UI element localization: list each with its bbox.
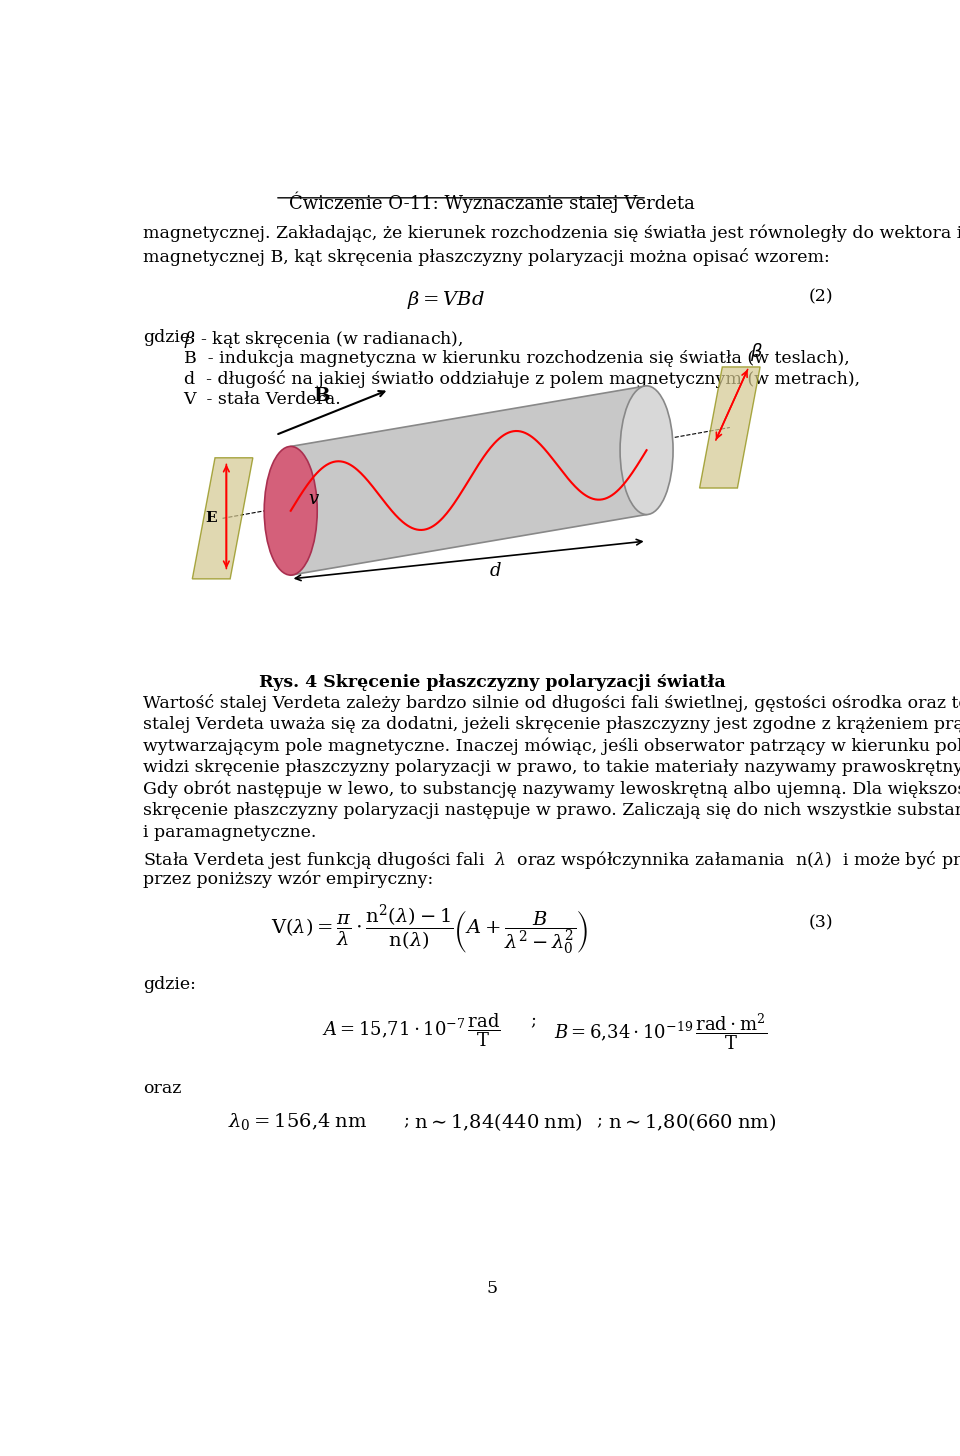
Text: stalej Verdeta uważa się za dodatni, jeżeli skręcenie płaszczyzny jest zgodne z : stalej Verdeta uważa się za dodatni, jeż…	[143, 716, 960, 732]
Text: przez poniższy wzór empiryczny:: przez poniższy wzór empiryczny:	[143, 871, 434, 888]
Text: ;: ;	[531, 1010, 537, 1028]
Text: $A = 15{,}71 \cdot 10^{-7} \, \dfrac{\mathrm{rad}}{\mathrm{T}}$: $A = 15{,}71 \cdot 10^{-7} \, \dfrac{\ma…	[322, 1010, 500, 1048]
Text: Ćwiczenie O-11: Wyznaczanie stalej Verdeta: Ćwiczenie O-11: Wyznaczanie stalej Verde…	[289, 192, 695, 213]
Text: E: E	[205, 511, 217, 526]
Text: B: B	[313, 387, 329, 405]
Text: magnetycznej B, kąt skręcenia płaszczyzny polaryzacji można opisać wzorem:: magnetycznej B, kąt skręcenia płaszczyzn…	[143, 248, 830, 266]
Text: (3): (3)	[808, 914, 833, 932]
Polygon shape	[700, 367, 760, 488]
Text: $\mathrm{n} \sim 1{,}84 \left( 440 \; \mathrm{nm} \right)$: $\mathrm{n} \sim 1{,}84 \left( 440 \; \m…	[415, 1111, 584, 1133]
Text: $\mathrm{V}(\lambda) = \dfrac{\pi}{\lambda} \cdot \dfrac{\mathrm{n}^2(\lambda)-1: $\mathrm{V}(\lambda) = \dfrac{\pi}{\lamb…	[272, 903, 588, 958]
Text: Rys. 4 Skręcenie płaszczyzny polaryzacji światła: Rys. 4 Skręcenie płaszczyzny polaryzacji…	[258, 674, 726, 690]
Text: skręcenie płaszczyzny polaryzacji następuje w prawo. Zaliczają się do nich wszys: skręcenie płaszczyzny polaryzacji następ…	[143, 802, 960, 820]
Text: B  - indukcja magnetyczna w kierunku rozchodzenia się światła (w teslach),: B - indukcja magnetyczna w kierunku rozc…	[183, 349, 850, 367]
Text: ;: ;	[403, 1111, 409, 1128]
Text: ;: ;	[596, 1111, 603, 1128]
Text: wytwarzającym pole magnetyczne. Inaczej mówiąc, jeśli obserwator patrzący w kier: wytwarzającym pole magnetyczne. Inaczej …	[143, 738, 960, 756]
Ellipse shape	[264, 447, 317, 575]
Text: widzi skręcenie płaszczyzny polaryzacji w prawo, to takie materiały nazywamy pra: widzi skręcenie płaszczyzny polaryzacji …	[143, 759, 960, 776]
Text: Gdy obrót następuje w lewo, to substancję nazywamy lewoskrętną albo ujemną. Dla : Gdy obrót następuje w lewo, to substancj…	[143, 780, 960, 798]
Text: d: d	[490, 562, 501, 581]
Text: V  - stała Verdera.: V - stała Verdera.	[183, 392, 342, 408]
Polygon shape	[192, 457, 252, 579]
Text: oraz: oraz	[143, 1080, 181, 1098]
Text: gdzie:: gdzie:	[143, 977, 196, 993]
Text: $\beta$ - kąt skręcenia (w radianach),: $\beta$ - kąt skręcenia (w radianach),	[183, 329, 463, 349]
Text: magnetycznej. Zakładając, że kierunek rozchodzenia się światła jest równoległy d: magnetycznej. Zakładając, że kierunek ro…	[143, 224, 960, 242]
Text: 5: 5	[487, 1280, 497, 1297]
Text: $\mathrm{n} \sim 1{,}80 \left( 660 \; \mathrm{nm} \right)$: $\mathrm{n} \sim 1{,}80 \left( 660 \; \m…	[609, 1111, 777, 1133]
Text: i paramagnetyczne.: i paramagnetyczne.	[143, 824, 317, 840]
Text: $\lambda_0 = 156{,}4 \; \mathrm{nm}$: $\lambda_0 = 156{,}4 \; \mathrm{nm}$	[228, 1111, 368, 1133]
Ellipse shape	[620, 386, 673, 514]
Text: $B = 6{,}34 \cdot 10^{-19} \, \dfrac{\mathrm{rad} \cdot \mathrm{m}^2}{\mathrm{T}: $B = 6{,}34 \cdot 10^{-19} \, \dfrac{\ma…	[554, 1010, 767, 1051]
Text: v: v	[308, 491, 319, 508]
Text: Wartość stalej Verdeta zależy bardzo silnie od długości fali świetlnej, gęstości: Wartość stalej Verdeta zależy bardzo sil…	[143, 695, 960, 712]
Text: gdzie:: gdzie:	[143, 329, 196, 345]
Text: $\beta = VBd$: $\beta = VBd$	[407, 288, 485, 310]
Polygon shape	[291, 386, 647, 575]
Text: $\beta$: $\beta$	[750, 341, 763, 363]
Text: (2): (2)	[808, 288, 833, 306]
Text: d  - długość na jakiej światło oddziałuje z polem magnetycznym (w metrach),: d - długość na jakiej światło oddziałuje…	[183, 370, 859, 389]
Text: Stała Verdeta jest funkcją długości fali  $\lambda$  oraz współczynnika załamani: Stała Verdeta jest funkcją długości fali…	[143, 849, 960, 871]
